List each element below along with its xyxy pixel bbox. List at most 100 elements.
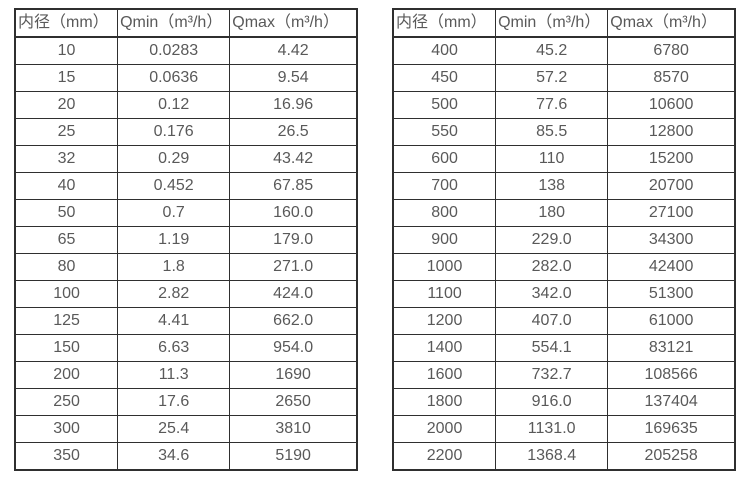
table-row: 300 25.4 3810 xyxy=(14,415,358,443)
table-cell: 15200 xyxy=(607,145,736,173)
table-cell: 1600 xyxy=(392,361,497,389)
table-cell: 25 xyxy=(14,118,119,146)
table-cell: 407.0 xyxy=(495,307,609,335)
table-cell: 57.2 xyxy=(495,64,609,92)
table-cell: 169635 xyxy=(607,415,736,443)
table-row: 350 34.6 5190 xyxy=(14,442,358,471)
table-cell: 2.82 xyxy=(117,280,231,308)
table-cell: 137404 xyxy=(607,388,736,416)
table-cell: 0.176 xyxy=(117,118,231,146)
table-row: 500 77.6 10600 xyxy=(392,91,736,119)
table-row: 1800 916.0 137404 xyxy=(392,388,736,416)
table-cell: 229.0 xyxy=(495,226,609,254)
table-cell: 10600 xyxy=(607,91,736,119)
table-row: 600 110 15200 xyxy=(392,145,736,173)
table-cell: 34.6 xyxy=(117,442,231,471)
table-cell: 800 xyxy=(392,199,497,227)
table-cell: 4.41 xyxy=(117,307,231,335)
table-row: 200 11.3 1690 xyxy=(14,361,358,389)
table-row: 15 0.0636 9.54 xyxy=(14,64,358,92)
table-row: 100 2.82 424.0 xyxy=(14,280,358,308)
table-row: 10 0.0283 4.42 xyxy=(14,36,358,65)
table-row: 450 57.2 8570 xyxy=(392,64,736,92)
table-cell: 180 xyxy=(495,199,609,227)
table-cell: 271.0 xyxy=(229,253,358,281)
table-cell: 110 xyxy=(495,145,609,173)
flow-spec-tables: 内径（mm） Qmin（m³/h） Qmax（m³/h） 10 0.0283 4.42 1… xyxy=(14,8,736,471)
table-cell: 26.5 xyxy=(229,118,358,146)
table-cell: 20 xyxy=(14,91,119,119)
table-cell: 25.4 xyxy=(117,415,231,443)
table-cell: 550 xyxy=(392,118,497,146)
table-cell: 17.6 xyxy=(117,388,231,416)
table-cell: 450 xyxy=(392,64,497,92)
table-cell: 6780 xyxy=(607,36,736,65)
table-cell: 16.96 xyxy=(229,91,358,119)
table-cell: 0.0636 xyxy=(117,64,231,92)
table-cell: 100 xyxy=(14,280,119,308)
table-cell: 67.85 xyxy=(229,172,358,200)
table-cell: 150 xyxy=(14,334,119,362)
table-cell: 342.0 xyxy=(495,280,609,308)
table-cell: 1100 xyxy=(392,280,497,308)
table-cell: 400 xyxy=(392,36,497,65)
table-cell: 500 xyxy=(392,91,497,119)
table-cell: 50 xyxy=(14,199,119,227)
column-header: 内径（mm） xyxy=(14,8,119,38)
table-cell: 20700 xyxy=(607,172,736,200)
table-cell: 15 xyxy=(14,64,119,92)
table-cell: 42400 xyxy=(607,253,736,281)
table-cell: 250 xyxy=(14,388,119,416)
table-cell: 0.0283 xyxy=(117,36,231,65)
column-header: 内径（mm） xyxy=(392,8,497,38)
table-cell: 900 xyxy=(392,226,497,254)
table-cell: 700 xyxy=(392,172,497,200)
table-row: 900 229.0 34300 xyxy=(392,226,736,254)
table-cell: 3810 xyxy=(229,415,358,443)
table-cell: 1400 xyxy=(392,334,497,362)
table-cell: 8570 xyxy=(607,64,736,92)
table-cell: 1690 xyxy=(229,361,358,389)
table-cell: 43.42 xyxy=(229,145,358,173)
table-row: 800 180 27100 xyxy=(392,199,736,227)
table-cell: 108566 xyxy=(607,361,736,389)
table-cell: 0.12 xyxy=(117,91,231,119)
table-cell: 65 xyxy=(14,226,119,254)
table-row: 1600 732.7 108566 xyxy=(392,361,736,389)
flow-table-large-diameters: 内径（mm） Qmin（m³/h） Qmax（m³/h） 400 45.2 6780 45… xyxy=(392,8,736,471)
table-row: 550 85.5 12800 xyxy=(392,118,736,146)
table-row: 2000 1131.0 169635 xyxy=(392,415,736,443)
table-row: 1200 407.0 61000 xyxy=(392,307,736,335)
flow-table-small-diameters: 内径（mm） Qmin（m³/h） Qmax（m³/h） 10 0.0283 4.42 1… xyxy=(14,8,358,471)
table-cell: 160.0 xyxy=(229,199,358,227)
table-cell: 916.0 xyxy=(495,388,609,416)
header-row: 内径（mm） Qmin（m³/h） Qmax（m³/h） xyxy=(392,8,736,38)
table-cell: 6.63 xyxy=(117,334,231,362)
table-cell: 0.452 xyxy=(117,172,231,200)
table-row: 150 6.63 954.0 xyxy=(14,334,358,362)
table-cell: 600 xyxy=(392,145,497,173)
table-cell: 10 xyxy=(14,36,119,65)
table-cell: 5190 xyxy=(229,442,358,471)
column-header: Qmin（m³/h） xyxy=(495,8,609,38)
table-row: 32 0.29 43.42 xyxy=(14,145,358,173)
table-cell: 732.7 xyxy=(495,361,609,389)
table-cell: 300 xyxy=(14,415,119,443)
table-row: 1000 282.0 42400 xyxy=(392,253,736,281)
table-cell: 61000 xyxy=(607,307,736,335)
header-row: 内径（mm） Qmin（m³/h） Qmax（m³/h） xyxy=(14,8,358,38)
table-cell: 9.54 xyxy=(229,64,358,92)
column-header: Qmin（m³/h） xyxy=(117,8,231,38)
table-cell: 1.19 xyxy=(117,226,231,254)
table-cell: 954.0 xyxy=(229,334,358,362)
table-cell: 0.7 xyxy=(117,199,231,227)
table-cell: 77.6 xyxy=(495,91,609,119)
table-row: 2200 1368.4 205258 xyxy=(392,442,736,471)
column-header: Qmax（m³/h） xyxy=(607,8,736,38)
table-cell: 350 xyxy=(14,442,119,471)
table-cell: 32 xyxy=(14,145,119,173)
table-cell: 1131.0 xyxy=(495,415,609,443)
table-cell: 4.42 xyxy=(229,36,358,65)
table-row: 20 0.12 16.96 xyxy=(14,91,358,119)
table-cell: 2650 xyxy=(229,388,358,416)
